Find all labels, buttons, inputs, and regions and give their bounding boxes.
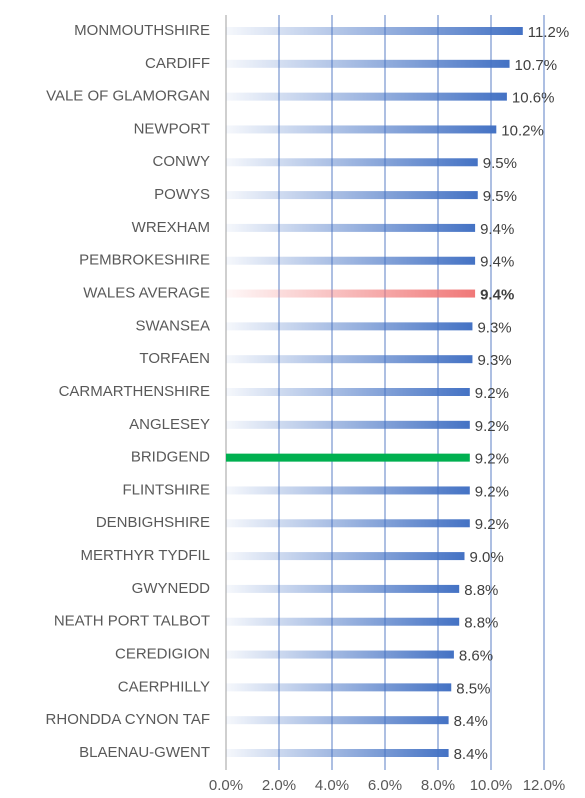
value-label: 10.2%: [501, 122, 544, 139]
x-tick-label: 4.0%: [315, 777, 349, 794]
bar: [226, 191, 478, 200]
value-label: 9.2%: [475, 385, 509, 402]
value-label: 9.3%: [477, 319, 511, 336]
bar: [226, 683, 452, 692]
x-tick-label: 8.0%: [421, 777, 455, 794]
value-label: 9.5%: [483, 155, 517, 172]
bar: [226, 749, 449, 757]
value-label: 8.4%: [454, 713, 488, 730]
bar: [226, 92, 507, 101]
value-label: 8.6%: [459, 648, 493, 665]
value-label: 9.4%: [480, 221, 514, 238]
bar: [226, 256, 476, 265]
category-label: CONWY: [153, 153, 211, 170]
x-tick-label: 6.0%: [368, 777, 402, 794]
bar: [226, 716, 449, 725]
bar: [226, 584, 460, 593]
value-label: 8.8%: [464, 582, 498, 599]
x-tick-label: 2.0%: [262, 777, 296, 794]
bar: [226, 27, 523, 35]
x-tick-label: 12.0%: [523, 777, 566, 794]
value-label: 9.0%: [470, 549, 504, 566]
category-label: PEMBROKESHIRE: [79, 252, 210, 269]
bar: [226, 519, 470, 528]
category-label: CARMARTHENSHIRE: [59, 383, 210, 400]
bar: [226, 453, 470, 462]
bar: [226, 355, 473, 364]
bar: [226, 420, 470, 429]
category-label: RHONDDA CYNON TAF: [46, 711, 210, 728]
category-label: SWANSEA: [136, 317, 210, 334]
value-label: 9.5%: [483, 188, 517, 205]
value-label: 9.2%: [475, 451, 509, 468]
category-label: MONMOUTHSHIRE: [74, 22, 210, 39]
value-label: 9.2%: [475, 516, 509, 533]
category-label: GWYNEDD: [132, 580, 211, 597]
category-label: TORFAEN: [139, 350, 210, 367]
category-label: CEREDIGION: [115, 646, 210, 663]
bar: [226, 650, 454, 659]
value-label: 8.8%: [464, 615, 498, 632]
bar: [226, 289, 476, 298]
value-label: 8.5%: [456, 680, 490, 697]
x-tick-label: 0.0%: [209, 777, 243, 794]
bar: [226, 552, 465, 561]
category-label: WALES AVERAGE: [83, 285, 210, 302]
category-label: CARDIFF: [145, 55, 210, 72]
value-label: 8.4%: [454, 746, 488, 763]
value-label: 9.2%: [475, 483, 509, 500]
bar: [226, 158, 478, 167]
category-label: BRIDGEND: [131, 449, 210, 466]
category-label: FLINTSHIRE: [122, 481, 210, 498]
bar: [226, 486, 470, 495]
category-label: DENBIGHSHIRE: [96, 514, 210, 531]
category-label: ANGLESEY: [129, 416, 210, 433]
category-label: MERTHYR TYDFIL: [81, 547, 210, 564]
value-label: 10.7%: [515, 57, 558, 74]
bar: [226, 59, 510, 68]
category-label: NEATH PORT TALBOT: [54, 613, 210, 630]
bar: [226, 617, 460, 626]
value-label: 9.3%: [477, 352, 511, 369]
value-label: 9.2%: [475, 418, 509, 435]
value-label: 9.4%: [480, 287, 514, 304]
value-label: 10.6%: [512, 90, 555, 107]
category-label: NEWPORT: [134, 120, 210, 137]
category-label: VALE OF GLAMORGAN: [46, 88, 210, 105]
bar: [226, 125, 497, 134]
bar: [226, 223, 476, 232]
category-label: POWYS: [154, 186, 210, 203]
category-label: BLAENAU-GWENT: [79, 744, 210, 761]
category-label: WREXHAM: [132, 219, 210, 236]
x-tick-label: 10.0%: [470, 777, 513, 794]
bar: [226, 388, 470, 396]
value-label: 9.4%: [480, 254, 514, 271]
bar: [226, 322, 473, 331]
category-label: CAERPHILLY: [118, 678, 210, 695]
value-label: 11.2%: [528, 24, 569, 41]
